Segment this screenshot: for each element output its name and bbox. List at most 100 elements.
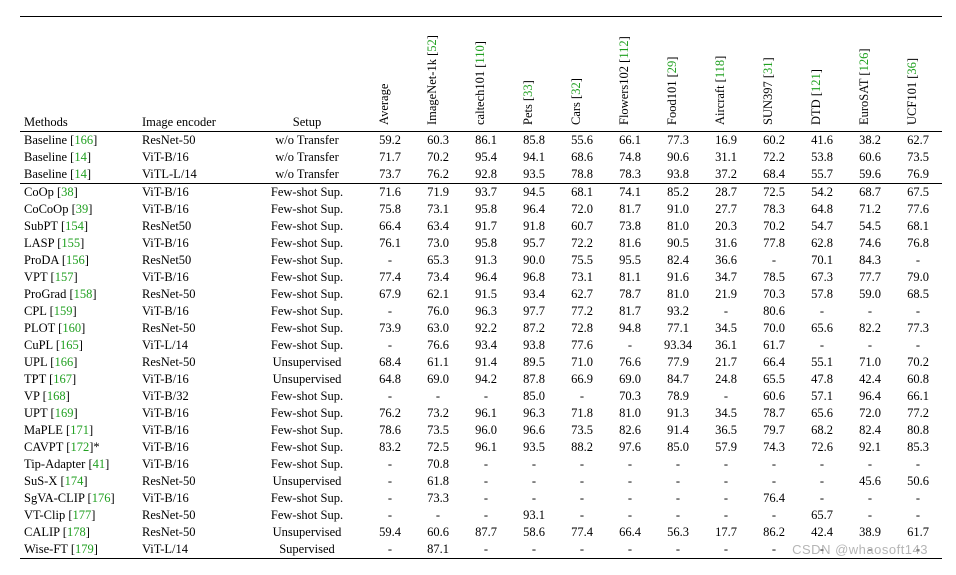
cell-setup: Few-shot Sup.	[248, 388, 366, 405]
ref-link: 110	[473, 45, 487, 63]
cell-setup: Few-shot Sup.	[248, 286, 366, 303]
cell-value: 91.6	[654, 269, 702, 286]
cell-value: 67.9	[366, 286, 414, 303]
cell-value: 88.2	[558, 439, 606, 456]
cell-encoder: ViT-B/16	[138, 235, 248, 252]
cell-encoder: ViT-B/16	[138, 201, 248, 218]
cell-value: 41.6	[798, 132, 846, 150]
cell-value: 65.3	[414, 252, 462, 269]
cell-value: 91.3	[462, 252, 510, 269]
cell-value: 80.8	[894, 422, 942, 439]
cell-method: CPL [159]	[20, 303, 138, 320]
cell-value: 67.5	[894, 184, 942, 202]
cell-value: -	[606, 541, 654, 559]
cell-value: 60.2	[750, 132, 798, 150]
cell-setup: Few-shot Sup.	[248, 490, 366, 507]
cell-value: 78.8	[558, 166, 606, 184]
cell-value: 77.9	[654, 354, 702, 371]
table-row: CoOp [38]ViT-B/16Few-shot Sup.71.671.993…	[20, 184, 942, 202]
cell-method: VPT [157]	[20, 269, 138, 286]
cell-method: VP [168]	[20, 388, 138, 405]
cell-value: 91.3	[654, 405, 702, 422]
cell-setup: Few-shot Sup.	[248, 422, 366, 439]
cell-value: 63.4	[414, 218, 462, 235]
cell-value: 68.7	[846, 184, 894, 202]
cell-value: 56.3	[654, 524, 702, 541]
cell-setup: w/o Transfer	[248, 166, 366, 184]
cell-value: 69.0	[606, 371, 654, 388]
cell-value: 73.2	[414, 405, 462, 422]
cell-value: 76.8	[894, 235, 942, 252]
cell-encoder: ViTL-L/14	[138, 166, 248, 184]
cell-value: 68.4	[750, 166, 798, 184]
cell-value: 85.0	[510, 388, 558, 405]
ref-link: 160	[62, 321, 81, 335]
table-row: Baseline [14]ViT-B/16w/o Transfer71.770.…	[20, 149, 942, 166]
cell-method: TPT [167]	[20, 371, 138, 388]
cell-value: 93.5	[510, 439, 558, 456]
cell-value: 60.6	[750, 388, 798, 405]
cell-value: 79.0	[894, 269, 942, 286]
cell-value: -	[462, 541, 510, 559]
cell-value: 94.8	[606, 320, 654, 337]
cell-value: 70.3	[750, 286, 798, 303]
cell-value: -	[750, 541, 798, 559]
cell-value: 93.2	[654, 303, 702, 320]
cell-value: 55.1	[798, 354, 846, 371]
cell-setup: Few-shot Sup.	[248, 405, 366, 422]
cell-encoder: ResNet-50	[138, 473, 248, 490]
ref-link: 33	[521, 84, 535, 97]
ref-link: 159	[54, 304, 73, 318]
cell-value: 71.0	[846, 354, 894, 371]
cell-value: 76.1	[366, 235, 414, 252]
cell-value: 68.2	[798, 422, 846, 439]
cell-encoder: ViT-B/16	[138, 422, 248, 439]
cell-value: 72.0	[558, 201, 606, 218]
cell-value: 95.4	[462, 149, 510, 166]
cell-value: 90.6	[654, 149, 702, 166]
cell-value: -	[846, 456, 894, 473]
cell-value: -	[894, 541, 942, 559]
cell-value: 96.1	[462, 405, 510, 422]
cell-value: 61.7	[894, 524, 942, 541]
cell-value: 93.7	[462, 184, 510, 202]
cell-value: 68.1	[894, 218, 942, 235]
cell-value: -	[798, 337, 846, 354]
cell-value: 80.6	[750, 303, 798, 320]
table-row: CoCoOp [39]ViT-B/16Few-shot Sup.75.873.1…	[20, 201, 942, 218]
cell-value: 60.8	[894, 371, 942, 388]
cell-value: 81.0	[606, 405, 654, 422]
cell-value: -	[654, 541, 702, 559]
cell-value: 70.2	[894, 354, 942, 371]
cell-value: -	[414, 507, 462, 524]
cell-method: PLOT [160]	[20, 320, 138, 337]
cell-method: VT-Clip [177]	[20, 507, 138, 524]
cell-value: 31.6	[702, 235, 750, 252]
cell-value: -	[558, 456, 606, 473]
cell-value: 54.5	[846, 218, 894, 235]
cell-value: 93.4	[510, 286, 558, 303]
cell-setup: Few-shot Sup.	[248, 218, 366, 235]
ref-link: 14	[74, 167, 87, 181]
cell-value: 72.2	[558, 235, 606, 252]
col-imagenet-1k: ImageNet-1k [52]	[414, 17, 462, 132]
cell-value: -	[510, 490, 558, 507]
cell-value: 85.0	[654, 439, 702, 456]
col-label: Average	[377, 111, 392, 125]
cell-setup: Supervised	[248, 541, 366, 559]
cell-setup: w/o Transfer	[248, 149, 366, 166]
cell-value: 59.2	[366, 132, 414, 150]
cell-encoder: ResNet-50	[138, 286, 248, 303]
cell-value: -	[894, 490, 942, 507]
cell-value: 62.1	[414, 286, 462, 303]
cell-value: 95.7	[510, 235, 558, 252]
cell-value: 91.4	[654, 422, 702, 439]
cell-encoder: ResNet-50	[138, 524, 248, 541]
cell-value: -	[558, 473, 606, 490]
col-label: DTD [121]	[809, 111, 824, 125]
cell-value: 42.4	[798, 524, 846, 541]
cell-value: -	[558, 490, 606, 507]
cell-method: SgVA-CLIP [176]	[20, 490, 138, 507]
col-label: UCF101 [36]	[905, 111, 920, 125]
cell-setup: Few-shot Sup.	[248, 439, 366, 456]
